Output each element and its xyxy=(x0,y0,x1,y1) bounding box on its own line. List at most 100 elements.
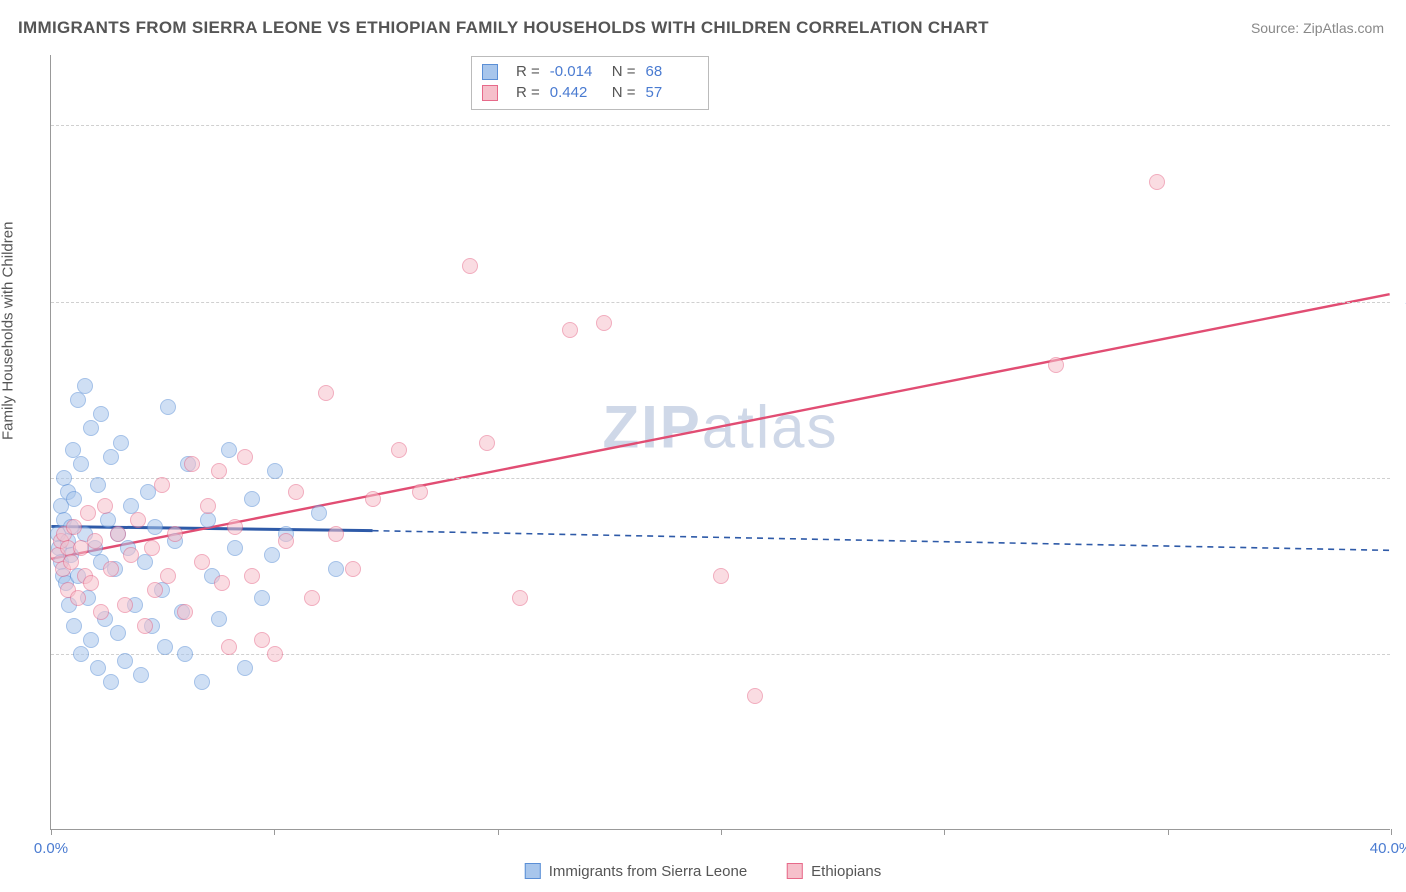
data-point xyxy=(160,399,176,415)
data-point xyxy=(137,618,153,634)
data-point xyxy=(103,449,119,465)
data-point xyxy=(747,688,763,704)
chart-title: IMMIGRANTS FROM SIERRA LEONE VS ETHIOPIA… xyxy=(18,18,989,38)
data-point xyxy=(90,477,106,493)
legend-item: Ethiopians xyxy=(787,863,881,880)
x-tick-label: 40.0% xyxy=(1370,840,1406,857)
data-point xyxy=(214,575,230,591)
stat-n-label: N = xyxy=(612,63,636,80)
data-point xyxy=(83,632,99,648)
data-point xyxy=(254,632,270,648)
data-point xyxy=(278,533,294,549)
data-point xyxy=(77,378,93,394)
data-point xyxy=(227,519,243,535)
legend-label: Immigrants from Sierra Leone xyxy=(549,863,747,880)
data-point xyxy=(288,484,304,500)
watermark-rest: atlas xyxy=(702,393,839,460)
data-point xyxy=(66,519,82,535)
legend-swatch xyxy=(482,64,498,80)
x-tick-mark xyxy=(498,829,499,835)
y-axis-label: Family Households with Children xyxy=(0,222,17,440)
data-point xyxy=(113,435,129,451)
gridline xyxy=(51,654,1390,655)
data-point xyxy=(103,674,119,690)
data-point xyxy=(194,554,210,570)
data-point xyxy=(412,484,428,500)
data-point xyxy=(144,540,160,556)
trend-lines-layer xyxy=(51,55,1390,829)
data-point xyxy=(512,590,528,606)
legend-swatch xyxy=(525,863,541,879)
data-point xyxy=(154,477,170,493)
data-point xyxy=(103,561,119,577)
data-point xyxy=(70,392,86,408)
data-point xyxy=(200,512,216,528)
data-point xyxy=(177,604,193,620)
data-point xyxy=(1149,174,1165,190)
data-point xyxy=(267,646,283,662)
stat-r-label: R = xyxy=(516,63,540,80)
legend-item: Immigrants from Sierra Leone xyxy=(525,863,747,880)
trend-line xyxy=(51,294,1389,559)
data-point xyxy=(211,611,227,627)
x-tick-mark xyxy=(944,829,945,835)
data-point xyxy=(562,322,578,338)
x-tick-mark xyxy=(1391,829,1392,835)
x-tick-label: 0.0% xyxy=(34,840,68,857)
legend-swatch xyxy=(787,863,803,879)
data-point xyxy=(304,590,320,606)
data-point xyxy=(1048,357,1064,373)
data-point xyxy=(73,456,89,472)
data-point xyxy=(237,449,253,465)
x-tick-mark xyxy=(51,829,52,835)
bottom-legend: Immigrants from Sierra Leone Ethiopians xyxy=(525,863,881,880)
data-point xyxy=(227,540,243,556)
data-point xyxy=(147,582,163,598)
gridline xyxy=(51,478,1390,479)
data-point xyxy=(93,406,109,422)
watermark-bold: ZIP xyxy=(602,393,701,460)
stat-r-value: -0.014 xyxy=(550,63,602,80)
data-point xyxy=(365,491,381,507)
data-point xyxy=(254,590,270,606)
data-point xyxy=(117,597,133,613)
stats-legend-box: R = -0.014 N = 68 R =0.442N =57 xyxy=(471,56,709,110)
data-point xyxy=(90,660,106,676)
data-point xyxy=(83,575,99,591)
data-point xyxy=(167,526,183,542)
data-point xyxy=(328,561,344,577)
x-tick-mark xyxy=(1168,829,1169,835)
legend-swatch xyxy=(482,85,498,101)
stats-row: R = -0.014 N = 68 xyxy=(482,61,698,82)
data-point xyxy=(311,505,327,521)
data-point xyxy=(83,420,99,436)
data-point xyxy=(596,315,612,331)
data-point xyxy=(391,442,407,458)
data-point xyxy=(244,491,260,507)
data-point xyxy=(318,385,334,401)
data-point xyxy=(237,660,253,676)
data-point xyxy=(157,639,173,655)
data-point xyxy=(462,258,478,274)
data-point xyxy=(97,498,113,514)
data-point xyxy=(110,526,126,542)
stat-n-value: 68 xyxy=(646,63,698,80)
gridline xyxy=(51,125,1390,126)
gridline xyxy=(51,302,1390,303)
stats-row: R =0.442N =57 xyxy=(482,82,698,103)
stat-r-label: R = xyxy=(516,84,540,101)
legend-label: Ethiopians xyxy=(811,863,881,880)
data-point xyxy=(267,463,283,479)
data-point xyxy=(177,646,193,662)
data-point xyxy=(264,547,280,563)
data-point xyxy=(479,435,495,451)
data-point xyxy=(211,463,227,479)
data-point xyxy=(200,498,216,514)
data-point xyxy=(117,653,133,669)
data-point xyxy=(328,526,344,542)
plot-area: ZIPatlas R =-0.014N =68R =0.442N =57 22.… xyxy=(50,55,1390,830)
data-point xyxy=(221,442,237,458)
data-point xyxy=(80,505,96,521)
data-point xyxy=(345,561,361,577)
data-point xyxy=(244,568,260,584)
